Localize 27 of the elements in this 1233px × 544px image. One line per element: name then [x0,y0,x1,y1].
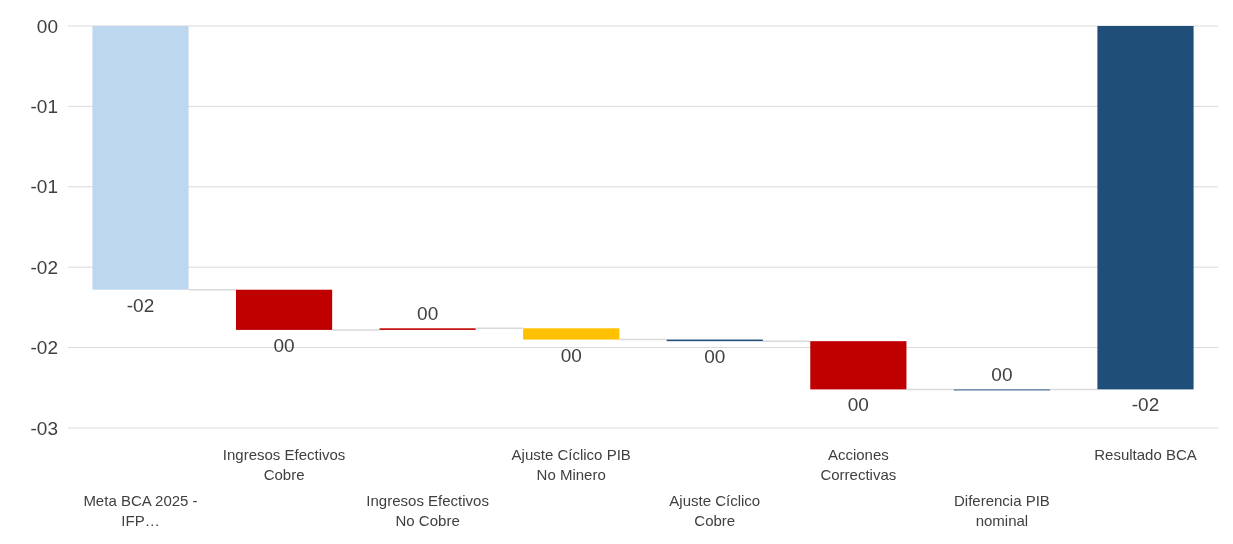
data-label: 00 [560,344,582,366]
data-label: 00 [991,364,1013,386]
data-label: 00 [417,303,439,325]
x-tick-label: Ajuste Cíclico PIB No Minero [511,446,631,483]
y-tick-label: -02 [30,256,58,278]
y-tick-label: -01 [30,176,58,198]
x-tick-label: Meta BCA 2025 - IFP… [83,492,198,529]
y-tick-label: -03 [30,417,58,439]
x-tick-label: Ajuste Cíclico Cobre [669,492,761,529]
bar [523,328,620,340]
y-tick-label: 00 [36,15,58,37]
y-tick-label: -01 [30,96,58,118]
data-label: 00 [847,394,869,416]
bar [92,26,189,290]
data-label: -02 [126,294,155,316]
x-tick-label: Ingresos Efectivos No Cobre [366,492,489,529]
x-tick-label: Acciones Correctivas [820,446,897,483]
x-tick-label: Ingresos Efectivos Cobre [222,446,346,483]
y-tick-label: -02 [30,337,58,359]
data-label: -02 [1131,394,1160,416]
bar [1097,26,1194,390]
data-label: 00 [704,346,726,368]
bar [235,289,333,330]
bar [810,341,907,390]
x-tick-label: Resultado BCA [1094,446,1197,463]
data-label: 00 [273,334,295,356]
x-tick-label: Diferencia PIB nominal [953,492,1050,529]
